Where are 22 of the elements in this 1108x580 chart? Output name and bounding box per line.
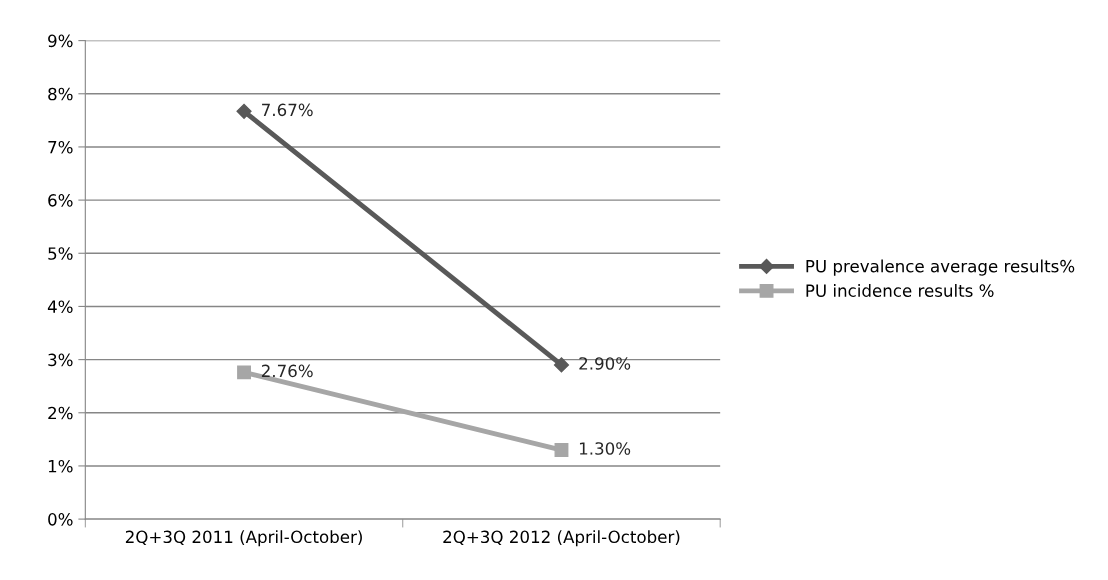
data-label: 1.30% bbox=[579, 442, 631, 455]
point bbox=[554, 443, 569, 457]
y-tick-label: 8% bbox=[48, 87, 73, 101]
y-tick-label: 5% bbox=[48, 247, 73, 260]
point bbox=[553, 357, 570, 373]
y-tick-label: 9% bbox=[48, 34, 73, 48]
y-tick-label: 6% bbox=[48, 194, 73, 207]
legend-label: PU prevalence average results% bbox=[806, 259, 1075, 276]
y-tick-label: 4% bbox=[47, 300, 73, 313]
data-label: 7.67% bbox=[262, 103, 313, 117]
x-tick-label: 2Q+3Q 2011 (April-October) bbox=[125, 530, 362, 547]
point bbox=[236, 103, 252, 119]
data-label: 2.76% bbox=[261, 364, 313, 378]
y-tick-label: 0% bbox=[48, 513, 73, 526]
y-tick-label: 1% bbox=[48, 459, 73, 473]
point bbox=[237, 365, 251, 380]
x-tick-label: 2Q+3Q 2012 (April-October) bbox=[443, 530, 680, 547]
y-tick-label: 2% bbox=[48, 406, 73, 420]
legend-label: PU incidence results % bbox=[806, 284, 994, 297]
y-tick-label: 3% bbox=[48, 353, 73, 367]
y-tick-label: 7% bbox=[48, 140, 73, 154]
data-label: 2.90% bbox=[579, 357, 631, 370]
